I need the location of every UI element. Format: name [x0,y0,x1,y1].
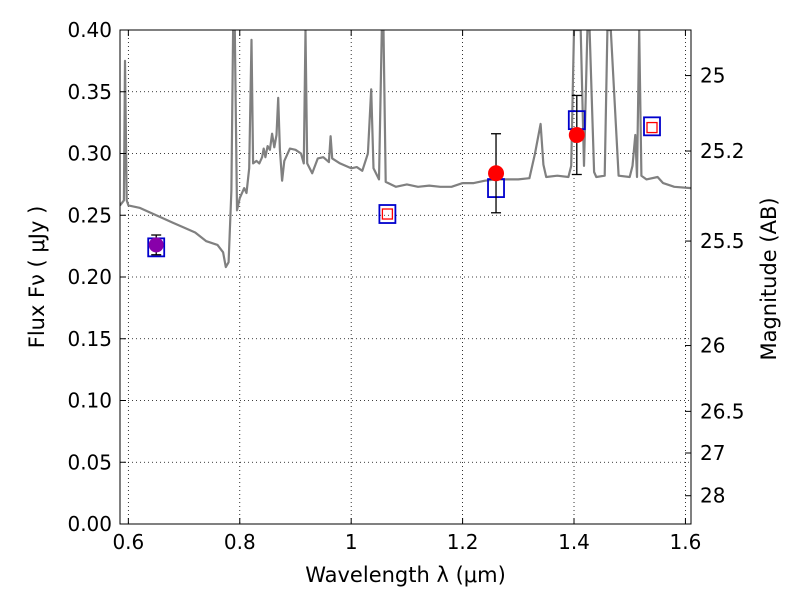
y-tick-label: 0.05 [67,450,112,474]
y2-tick-label: 25 [700,64,725,88]
axis-ticks: 0.6 0.8 1 1.2 1.4 1.6 0.00 0.05 0.10 0.15 0.20 0.25… [67,18,744,554]
model-photometry-marker [643,116,661,137]
model-photometry-marker [378,204,397,224]
y2-axis-label: Magnitude (AB) [757,197,781,360]
x-axis-label: Wavelength λ (μm) [305,563,506,587]
x-tick-label: 1.2 [447,530,479,554]
photometry-points [147,94,661,258]
y2-tick-label: 26.5 [700,399,745,423]
y2-tick-label: 26 [700,334,725,358]
observed-marker [568,126,585,143]
model-spectrum [120,30,691,269]
y-tick-label: 0.00 [67,512,112,536]
x-tick-label: 1.6 [670,530,702,554]
y-tick-label: 0.25 [67,203,112,227]
y-tick-label: 0.40 [67,18,112,42]
predicted-marker [381,208,394,220]
y-tick-label: 0.35 [67,80,112,104]
x-tick-label: 1.4 [558,530,590,554]
y2-tick-label: 25.5 [700,229,745,253]
observed-marker [488,165,505,182]
x-tick-label: 0.8 [224,530,256,554]
x-tick-label: 0.6 [112,530,144,554]
x-tick-label: 1 [345,530,358,554]
predicted-marker [646,121,658,134]
y2-tick-label: 28 [700,484,725,508]
y-axis-label: Flux Fν ( μJy ) [25,206,49,349]
y-tick-label: 0.10 [67,389,112,413]
y-tick-label: 0.30 [67,142,112,166]
y-tick-label: 0.20 [67,265,112,289]
y-tick-label: 0.15 [67,327,112,351]
y2-tick-label: 25.2 [700,139,745,163]
spectrum-line [120,30,691,269]
y2-tick-label: 27 [700,441,725,465]
overlap-marker [148,237,164,253]
